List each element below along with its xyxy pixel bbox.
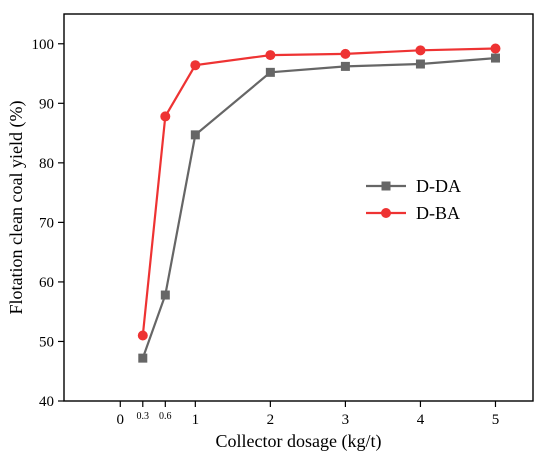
x-tick-label: 0.6	[159, 411, 172, 422]
y-axis-ticks: 40 50 60 70 80 90 100	[32, 37, 64, 410]
data-point	[490, 53, 500, 63]
y-tick-label: 60	[39, 275, 54, 291]
legend-marker	[381, 208, 391, 218]
x-tick-label: 2	[267, 412, 275, 428]
legend-item: D-DA	[366, 176, 461, 196]
data-point	[340, 61, 350, 71]
plot-frame	[63, 13, 534, 402]
data-point	[340, 48, 351, 59]
x-axis-ticks: 0 0.3 0.6 1 2 3 4 5	[117, 401, 500, 428]
y-tick-label: 100	[32, 37, 55, 53]
legend-label: D-BA	[416, 203, 460, 223]
data-point	[265, 50, 276, 61]
y-tick-label: 40	[39, 394, 54, 410]
x-tick-label: 5	[492, 412, 500, 428]
series-d-da	[138, 53, 500, 363]
y-tick-label: 80	[39, 156, 54, 172]
x-tick-label: 1	[192, 412, 200, 428]
x-axis-title: Collector dosage (kg/t)	[216, 431, 382, 452]
data-point	[415, 59, 425, 69]
series-layer	[137, 43, 501, 363]
data-point	[138, 353, 148, 363]
x-tick-label: 0.3	[137, 411, 150, 422]
series-d-ba	[137, 43, 501, 341]
y-tick-label: 70	[39, 215, 54, 231]
legend-marker	[381, 181, 391, 191]
legend-item: D-BA	[366, 203, 460, 223]
data-point	[137, 330, 148, 341]
data-point	[160, 290, 170, 300]
data-point	[490, 43, 501, 54]
x-tick-label: 3	[342, 412, 350, 428]
x-tick-label: 4	[417, 412, 425, 428]
legend-label: D-DA	[416, 176, 461, 196]
data-point	[190, 130, 200, 140]
data-point	[415, 45, 426, 56]
data-point	[190, 60, 201, 71]
y-axis-title: Flotation clean coal yield (%)	[6, 101, 27, 315]
data-point	[160, 111, 171, 122]
y-tick-label: 90	[39, 96, 54, 112]
x-tick-label: 0	[117, 412, 125, 428]
plot-border	[63, 13, 534, 402]
legend: D-DA D-BA	[366, 176, 461, 223]
y-tick-label: 50	[39, 334, 54, 350]
data-point	[265, 67, 275, 77]
